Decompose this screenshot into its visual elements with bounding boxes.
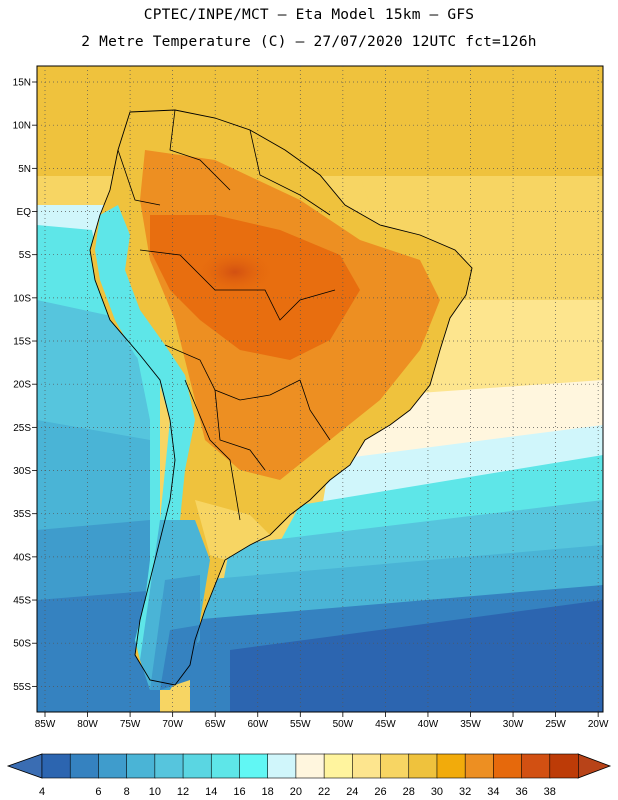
colorbar-swatch (210, 753, 241, 779)
map-field (37, 66, 603, 712)
colorbar-label: 16 (233, 786, 245, 798)
colorbar-swatch (323, 753, 354, 779)
colorbar-swatch (182, 753, 212, 779)
lon-tick-label: 70W (162, 719, 183, 730)
colorbar-swatch (493, 753, 523, 779)
colorbar-label: 32 (459, 786, 471, 798)
lon-tick-label: 25W (545, 719, 566, 730)
lon-tick-label: 30W (503, 719, 524, 730)
lon-tick-label: 80W (77, 719, 98, 730)
colorbar-swatch (408, 753, 438, 779)
colorbar-swatch (267, 753, 297, 779)
chart-title-line2: 2 Metre Temperature (C) – 27/07/2020 12U… (81, 34, 537, 50)
colorbar-label: 14 (205, 786, 217, 798)
colorbar-label: 20 (290, 786, 302, 798)
lat-tick-label: 50S (13, 639, 31, 650)
lat-tick-label: 15N (13, 78, 31, 89)
colorbar-swatch (154, 753, 184, 779)
colorbar-swatch (352, 753, 382, 779)
colorbar-swatch (521, 753, 551, 779)
colorbar-swatch (380, 753, 410, 779)
lon-tick-label: 85W (35, 719, 56, 730)
colorbar-label: 12 (177, 786, 189, 798)
colorbar-swatch (41, 753, 71, 779)
colorbar-label: 34 (487, 786, 499, 798)
country-borders (117, 109, 336, 521)
chart-title-line1: CPTEC/INPE/MCT – Eta Model 15km – GFS (143, 7, 475, 23)
lon-tick-label: 55W (290, 719, 311, 730)
lat-tick-label: 10N (13, 121, 31, 132)
lat-tick-label: 40S (13, 552, 31, 563)
colorbar-label: 38 (544, 786, 556, 798)
colorbar-label: 30 (431, 786, 443, 798)
colorbar-swatch (464, 753, 495, 779)
colorbar-swatch (239, 753, 269, 779)
coastline (89, 109, 473, 686)
colorbar-label: 28 (403, 786, 415, 798)
colorbar-label: 24 (346, 786, 358, 798)
lon-tick-label: 40W (418, 719, 439, 730)
lat-tick-label: 55S (13, 682, 31, 693)
lon-tick-label: 20W (588, 719, 609, 730)
lat-tick-label: 10S (13, 293, 31, 304)
colorbar-swatch (295, 753, 325, 779)
colorbar: 4 6 8 10 12 14 16 18 20 22 24 26 28 30 32 34 36 38 (6, 753, 612, 798)
lat-tick-label: 30S (13, 466, 31, 477)
colorbar-low-arrow (6, 753, 43, 779)
colorbar-swatch (98, 753, 128, 779)
colorbar-label: 6 (95, 786, 101, 798)
colorbar-label: 36 (515, 786, 527, 798)
lon-tick-label: 60W (247, 719, 268, 730)
lat-tick-label: 5S (19, 250, 32, 261)
lat-tick-label: 20S (13, 380, 31, 391)
colorbar-label: 8 (124, 786, 130, 798)
lon-tick-label: 35W (460, 719, 481, 730)
colorbar-swatch (69, 753, 100, 779)
lat-tick-label: 45S (13, 596, 31, 607)
lat-tick-label: 35S (13, 509, 31, 520)
lat-tick-label: EQ (17, 207, 32, 218)
colorbar-label: 10 (149, 786, 161, 798)
colorbar-swatch (549, 753, 579, 779)
map-frame (36, 65, 604, 713)
colorbar-swatch (126, 753, 156, 779)
colorbar-label: 4 (39, 786, 45, 798)
colorbar-label: 22 (318, 786, 330, 798)
lon-tick-label: 65W (205, 719, 226, 730)
colorbar-swatch (436, 753, 466, 779)
colorbar-label: 18 (262, 786, 274, 798)
lon-tick-label: 50W (333, 719, 354, 730)
latitude-axis: 15N 10N 5N EQ 5S 10S 15S 20S 25S 30S 35S 40S 45S 50S 5… (13, 78, 37, 693)
lat-tick-label: 25S (13, 423, 31, 434)
lat-tick-label: 15S (13, 337, 31, 348)
lat-tick-label: 5N (18, 164, 31, 175)
colorbar-high-arrow (577, 753, 612, 779)
lon-tick-label: 45W (375, 719, 396, 730)
colorbar-label: 26 (374, 786, 386, 798)
longitude-axis: 85W 80W 75W 70W 65W 60W 55W 50W 45W 40W 35W 30W 25W 2… (35, 712, 609, 730)
lon-tick-label: 75W (120, 719, 141, 730)
